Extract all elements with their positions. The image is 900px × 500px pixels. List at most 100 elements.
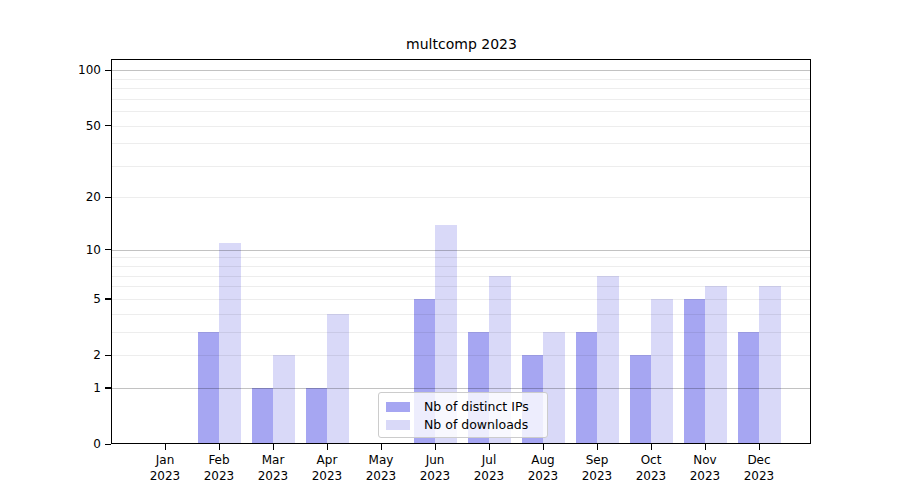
minor-gridline — [112, 257, 811, 258]
minor-gridline — [112, 332, 811, 333]
bar-distinct-ips — [684, 299, 706, 444]
bar-distinct-ips — [252, 388, 274, 444]
x-tick-label: May2023 — [351, 452, 411, 484]
x-tick-year: 2023 — [729, 468, 789, 484]
y-tick — [105, 125, 111, 126]
x-tick-year: 2023 — [459, 468, 519, 484]
chart-title: multcomp 2023 — [112, 36, 811, 52]
x-tick-year: 2023 — [351, 468, 411, 484]
x-tick-month: Apr — [297, 452, 357, 468]
x-tick-year: 2023 — [675, 468, 735, 484]
x-tick-month: May — [351, 452, 411, 468]
y-tick — [105, 444, 111, 445]
minor-gridline — [112, 266, 811, 267]
x-tick-label: Dec2023 — [729, 452, 789, 484]
x-tick-year: 2023 — [189, 468, 249, 484]
x-tick-label: Apr2023 — [297, 452, 357, 484]
legend-swatch-icon — [386, 402, 410, 412]
x-tick-label: Aug2023 — [513, 452, 573, 484]
legend-swatch-icon — [386, 420, 410, 430]
x-tick-year: 2023 — [621, 468, 681, 484]
y-tick — [105, 355, 111, 356]
x-tick-year: 2023 — [567, 468, 627, 484]
legend: Nb of distinct IPs Nb of downloads — [378, 392, 548, 438]
x-tick-month: Jan — [135, 452, 195, 468]
x-tick-month: Nov — [675, 452, 735, 468]
y-tick-label: 2 — [57, 348, 101, 362]
x-tick — [273, 444, 274, 450]
minor-gridline — [112, 166, 811, 167]
major-gridline — [112, 70, 811, 71]
x-tick-label: Jun2023 — [405, 452, 465, 484]
y-tick-label: 10 — [57, 243, 101, 257]
x-tick-month: Aug — [513, 452, 573, 468]
x-tick — [489, 444, 490, 450]
x-tick — [165, 444, 166, 450]
minor-gridline — [112, 88, 811, 89]
bar-downloads — [327, 314, 349, 444]
x-tick-year: 2023 — [297, 468, 357, 484]
bar-downloads — [705, 286, 727, 444]
minor-gridline — [112, 143, 811, 144]
x-tick — [543, 444, 544, 450]
y-tick — [105, 197, 111, 198]
y-tick-label: 100 — [57, 63, 101, 77]
minor-gridline — [112, 79, 811, 80]
y-tick-label: 20 — [57, 190, 101, 204]
major-gridline — [112, 250, 811, 251]
minor-gridline — [112, 299, 811, 300]
y-tick — [105, 70, 111, 71]
x-tick-month: Mar — [243, 452, 303, 468]
bar-downloads — [219, 243, 241, 444]
y-tick-label: 50 — [57, 119, 101, 133]
x-tick-year: 2023 — [513, 468, 573, 484]
y-tick — [105, 298, 111, 299]
legend-label: Nb of distinct IPs — [424, 399, 529, 414]
x-tick-year: 2023 — [405, 468, 465, 484]
bar-downloads — [597, 276, 619, 444]
bar-downloads — [273, 355, 295, 444]
x-tick-month: Jul — [459, 452, 519, 468]
minor-gridline — [112, 99, 811, 100]
bar-distinct-ips — [630, 355, 652, 444]
bar-downloads — [759, 286, 781, 444]
x-tick — [705, 444, 706, 450]
legend-entry: Nb of distinct IPs — [386, 398, 539, 415]
x-tick — [651, 444, 652, 450]
x-tick-month: Feb — [189, 452, 249, 468]
legend-entry: Nb of downloads — [386, 416, 539, 433]
x-tick-label: Oct2023 — [621, 452, 681, 484]
x-tick-year: 2023 — [135, 468, 195, 484]
x-tick-label: Jul2023 — [459, 452, 519, 484]
minor-gridline — [112, 276, 811, 277]
minor-gridline — [112, 126, 811, 127]
major-gridline — [112, 388, 811, 389]
x-tick-label: Sep2023 — [567, 452, 627, 484]
bar-downloads — [651, 299, 673, 444]
x-tick-label: Feb2023 — [189, 452, 249, 484]
x-tick — [219, 444, 220, 450]
y-tick — [105, 249, 111, 250]
x-tick — [327, 444, 328, 450]
x-tick-year: 2023 — [243, 468, 303, 484]
x-tick — [759, 444, 760, 450]
x-tick-month: Sep — [567, 452, 627, 468]
bar-distinct-ips — [306, 388, 328, 444]
minor-gridline — [112, 355, 811, 356]
y-tick-label: 0 — [57, 437, 101, 451]
x-tick — [597, 444, 598, 450]
legend-label: Nb of downloads — [424, 417, 528, 432]
figure: multcomp 2023 Nb of distinct IPs Nb of do… — [0, 0, 900, 500]
x-tick-month: Oct — [621, 452, 681, 468]
minor-gridline — [112, 197, 811, 198]
y-tick-label: 1 — [57, 381, 101, 395]
x-tick-label: Mar2023 — [243, 452, 303, 484]
x-tick-month: Jun — [405, 452, 465, 468]
x-tick-label: Nov2023 — [675, 452, 735, 484]
x-tick-month: Dec — [729, 452, 789, 468]
y-tick — [105, 387, 111, 388]
x-tick — [381, 444, 382, 450]
minor-gridline — [112, 314, 811, 315]
y-tick-label: 5 — [57, 292, 101, 306]
x-tick-label: Jan2023 — [135, 452, 195, 484]
